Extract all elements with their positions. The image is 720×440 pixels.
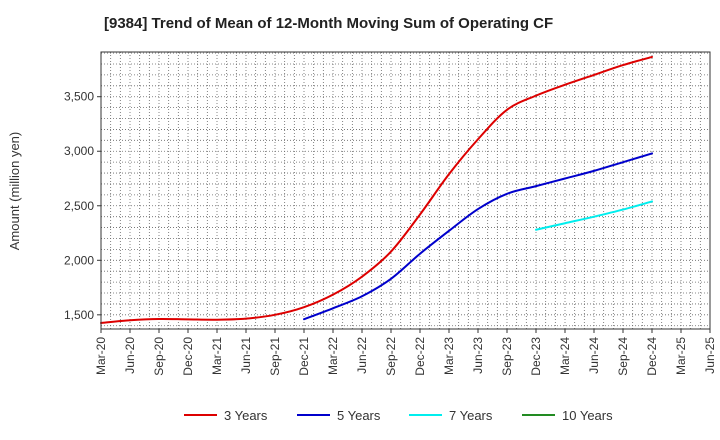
series-line-7-years <box>535 200 653 231</box>
x-tick-label: Mar-22 <box>326 337 340 375</box>
x-tick-label: Jun-22 <box>355 337 369 374</box>
x-tick-label: Mar-24 <box>558 337 572 375</box>
x-tick-label: Jun-24 <box>587 337 601 374</box>
x-tick-label: Jun-25 <box>703 337 717 374</box>
x-tick-label: Jun-23 <box>471 337 485 374</box>
x-tick-label: Jun-21 <box>239 337 253 374</box>
x-tick-label: Mar-21 <box>210 337 224 375</box>
legend-label-10-years: 10 Years <box>562 408 613 423</box>
y-tick-label: 1,500 <box>64 308 94 322</box>
x-tick-label: Dec-21 <box>297 337 311 376</box>
y-axis-ticks: 1,500 2,000 2,500 3,000 3,500 <box>64 90 101 322</box>
y-tick-label: 2,000 <box>64 253 94 267</box>
plot-area <box>101 52 710 329</box>
legend: 3 Years 5 Years 7 Years 10 Years <box>184 408 613 423</box>
x-tick-label: Dec-24 <box>645 337 659 376</box>
series-lines <box>100 55 653 324</box>
x-tick-label: Mar-20 <box>94 337 108 375</box>
series-line-5-years <box>303 152 653 321</box>
x-tick-label: Sep-20 <box>152 337 166 376</box>
grid <box>101 52 710 329</box>
x-tick-label: Mar-23 <box>442 337 456 375</box>
y-axis-label: Amount (million yen) <box>7 132 22 251</box>
x-tick-label: Dec-23 <box>529 337 543 376</box>
plot-frame <box>100 51 711 330</box>
legend-label-7-years: 7 Years <box>449 408 493 423</box>
x-tick-label: Sep-22 <box>384 337 398 376</box>
x-tick-label: Dec-20 <box>181 337 195 376</box>
x-tick-label: Sep-24 <box>616 337 630 376</box>
x-tick-label: Mar-25 <box>674 337 688 375</box>
y-tick-label: 2,500 <box>64 199 94 213</box>
series-line-3-years <box>100 55 653 324</box>
x-axis-ticks: Mar-20 Jun-20 Sep-20 Dec-20 Mar-21 Jun-21 Sep-… <box>94 329 717 376</box>
x-tick-label: Dec-22 <box>413 337 427 376</box>
y-tick-label: 3,000 <box>64 144 94 158</box>
y-tick-label: 3,500 <box>64 90 94 104</box>
x-tick-label: Sep-23 <box>500 337 514 376</box>
chart-title: [9384] Trend of Mean of 12-Month Moving … <box>104 15 553 32</box>
x-tick-label: Jun-20 <box>123 337 137 374</box>
x-tick-label: Sep-21 <box>268 337 282 376</box>
legend-label-3-years: 3 Years <box>224 408 268 423</box>
legend-label-5-years: 5 Years <box>337 408 381 423</box>
